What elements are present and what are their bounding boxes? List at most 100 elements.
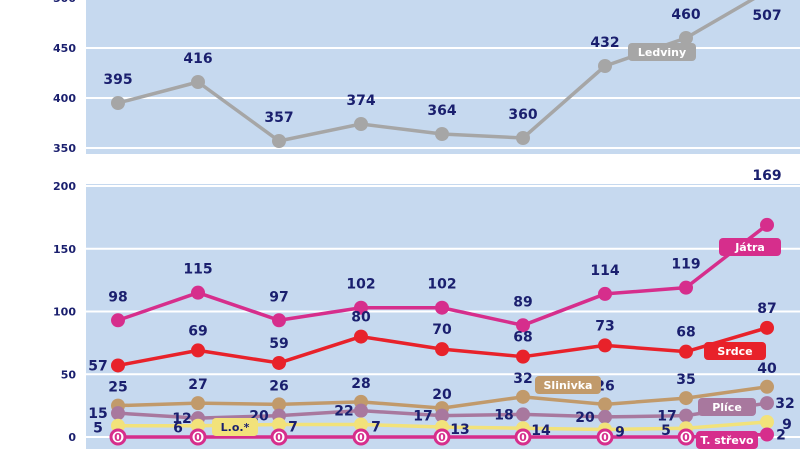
series-name-label: Ledviny [638, 46, 686, 59]
y-tick-label: 150 [53, 243, 76, 256]
data-label: 27 [188, 377, 207, 393]
data-point [433, 428, 451, 446]
data-point [435, 408, 449, 423]
data-label: 32 [513, 371, 532, 387]
data-label: 360 [508, 107, 537, 123]
data-point [352, 428, 370, 446]
data-label: 35 [676, 372, 695, 388]
data-label: 89 [513, 294, 532, 310]
data-point [760, 379, 774, 394]
data-label: 0 [519, 431, 527, 444]
data-point [760, 320, 774, 335]
data-label: 169 [752, 168, 781, 184]
y-tick-label: 100 [53, 306, 76, 319]
data-label: 17 [413, 409, 432, 425]
data-point [435, 342, 449, 357]
data-point [516, 131, 530, 145]
data-point [760, 414, 774, 429]
data-point [111, 358, 125, 373]
data-point [435, 127, 449, 141]
y-tick-label: 0 [68, 431, 76, 444]
data-point [189, 428, 207, 446]
series-name-label: T. střevo [700, 434, 754, 447]
data-label: 0 [682, 431, 690, 444]
data-label: 98 [108, 289, 127, 305]
series-name-tag [719, 238, 781, 256]
data-point [679, 344, 693, 359]
data-label: 59 [269, 336, 288, 352]
data-label: 5 [661, 423, 671, 439]
data-point [679, 408, 693, 423]
series-name-label: Slinivka [544, 379, 593, 392]
data-point [272, 134, 286, 148]
data-point [596, 428, 614, 446]
data-point [272, 355, 286, 370]
data-label: 460 [671, 7, 700, 23]
data-label: 6 [173, 421, 183, 437]
data-label: 17 [657, 409, 676, 425]
data-label: 13 [450, 422, 469, 438]
data-point [598, 409, 612, 424]
data-label: 12 [172, 411, 191, 427]
data-point [354, 300, 368, 315]
data-label: 119 [671, 257, 700, 273]
data-label: 507 [752, 8, 781, 24]
data-point [111, 418, 125, 433]
data-point [272, 397, 286, 412]
data-label: 14 [531, 423, 551, 439]
data-point [111, 96, 125, 110]
data-point [191, 285, 205, 300]
y-tick-label: 350 [53, 142, 76, 155]
data-label: 22 [334, 404, 353, 420]
data-label: 2 [776, 427, 786, 443]
data-label: 364 [427, 103, 456, 119]
data-point [598, 286, 612, 301]
data-label: 0 [275, 431, 283, 444]
data-label: 68 [513, 330, 532, 346]
data-point [679, 391, 693, 406]
series-name-tag [212, 418, 258, 436]
data-point [760, 396, 774, 411]
data-label: 40 [757, 361, 777, 377]
data-label: 395 [103, 72, 132, 88]
y-tick-label: 50 [61, 368, 77, 381]
data-point [109, 428, 127, 446]
data-label: 102 [427, 277, 456, 293]
data-label: 102 [346, 277, 375, 293]
data-point [270, 428, 288, 446]
data-label: 20 [432, 387, 452, 403]
data-label: 25 [108, 380, 127, 396]
series-name-tag [696, 431, 758, 449]
data-label: 20 [575, 410, 595, 426]
data-label: 26 [269, 378, 288, 394]
data-label: 432 [590, 35, 619, 51]
data-point [191, 75, 205, 89]
data-point [760, 217, 774, 232]
series-name-label: L.o.* [221, 421, 250, 434]
data-label: 73 [595, 318, 614, 334]
data-label: 0 [357, 431, 365, 444]
series-name-tag [704, 342, 766, 360]
data-point [598, 397, 612, 412]
data-label: 70 [432, 322, 452, 338]
data-label: 0 [601, 431, 609, 444]
data-point [435, 300, 449, 315]
data-point [679, 280, 693, 295]
data-label: 97 [269, 289, 288, 305]
y-tick-label: 400 [53, 92, 76, 105]
data-point [516, 389, 530, 404]
data-point [516, 318, 530, 333]
data-point [354, 117, 368, 131]
data-point [191, 396, 205, 411]
data-point [191, 343, 205, 358]
data-point [679, 31, 693, 45]
data-label: 9 [615, 424, 625, 440]
series-name-tag [698, 398, 756, 416]
data-label: 374 [346, 93, 375, 109]
data-label: 7 [288, 419, 298, 435]
data-point [598, 59, 612, 73]
data-point [354, 329, 368, 344]
data-label: 15 [88, 406, 107, 422]
